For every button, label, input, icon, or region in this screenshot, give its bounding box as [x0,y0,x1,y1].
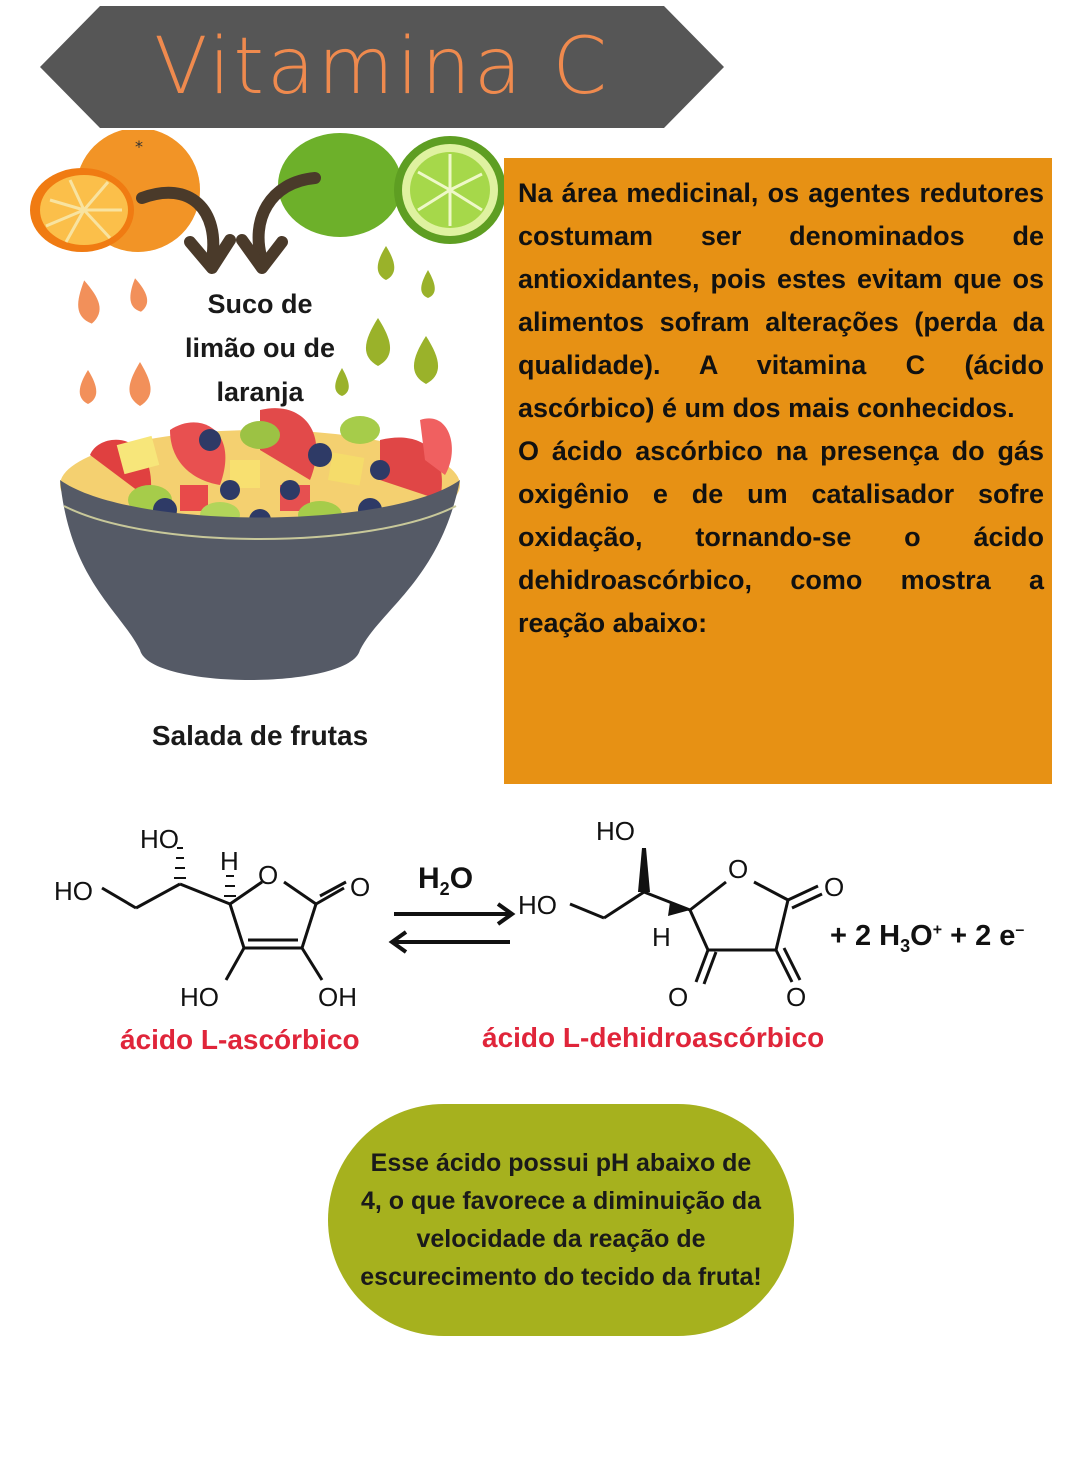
orange-drops-icon [78,278,151,406]
info-paragraph-2: O ácido ascórbico na presença do gás oxi… [518,436,1044,638]
water-o: O [449,862,474,895]
products-plus: + [932,921,943,939]
juice-label-line1: Suco de [207,289,313,319]
lime-drops-icon [335,246,439,396]
ring-o-label: O [728,854,748,884]
dehydroascorbic-acid-structure [569,880,823,985]
note-text: Esse ácido possui pH abaixo de 4, o que … [360,1149,762,1291]
fruit-salad-illustration: * [30,130,506,680]
arrow-right-icon [236,172,321,274]
ring-o-label: O [258,860,278,890]
ho-label: HO [140,824,179,854]
carbonyl-o-label: O [350,872,370,902]
water-h: H [418,862,440,895]
note-bubble: Esse ácido possui pH abaixo de 4, o que … [328,1104,794,1336]
ho-label: HO [180,982,219,1012]
water-sub: 2 [439,879,450,899]
page-title: Vitamina C [40,6,724,128]
juice-label-line3: laranja [216,377,304,407]
info-paragraph-1: Na área medicinal, os agentes redutores … [518,178,1044,423]
ascorbic-acid-structure [101,880,347,981]
reaction-products: + 2 H3O+ + 2 e– [830,920,1024,957]
info-box: Na área medicinal, os agentes redutores … [504,158,1052,784]
svg-text:*: * [135,137,143,156]
ascorbic-acid-name: ácido L-ascórbico [120,1024,360,1055]
equilibrium-arrows-icon [388,902,516,954]
salad-label: Salada de frutas [151,720,369,751]
wedge-bond-icon [668,902,690,916]
water-reagent: H2O [418,862,473,900]
products-o: O [910,920,933,952]
products-prefix: + 2 H [830,920,901,952]
products-electron: – [1015,921,1025,939]
products-mid: + 2 e [942,920,1016,952]
ho-label: HO [596,816,635,846]
orange-icon: * [30,130,200,252]
dehydroascorbic-acid-name: ácido L-dehidroascórbico [482,1022,825,1053]
h-label: H [220,846,239,876]
ho-label: HO [54,876,93,906]
bowl-icon [60,480,460,680]
ketone-o-label: O [668,982,688,1012]
oh-label: OH [318,982,357,1012]
juice-label-line2: limão ou de [184,333,336,363]
carbonyl-o-label: O [824,872,844,902]
juice-label: Suco de limão ou de laranja [150,282,370,414]
page-title-text: Vitamina C [154,22,610,112]
arrow-left-icon [136,186,236,274]
hashed-bond-icon [174,847,236,897]
ketone-o-label: O [786,982,806,1012]
ho-label: HO [518,890,557,920]
wedge-bond-icon [638,848,650,892]
products-sub: 3 [900,935,911,956]
title-banner [40,6,724,128]
lime-icon [278,133,506,244]
reaction-diagram: HO H O HO O HO OH HO O HO O H O O [54,816,844,1012]
h-label: H [652,922,671,952]
